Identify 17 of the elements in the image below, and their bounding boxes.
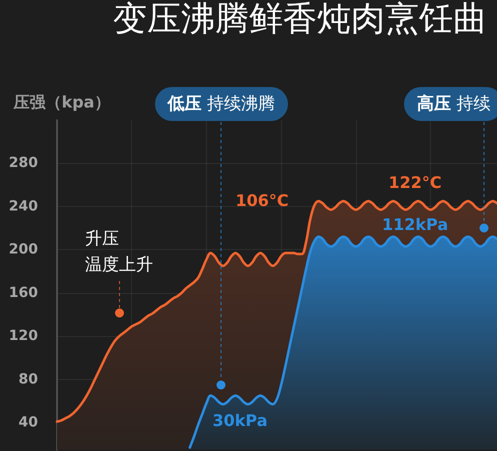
annotation: 122°C [388,173,442,193]
text: 高压 持续 [404,87,497,121]
text: 低压 持续沸腾 [154,87,288,121]
y-tick-label: 240 [8,198,38,214]
y-tick-label: 200 [8,242,38,258]
annotation: 106°C [236,191,289,211]
y-tick-label: 160 [8,284,38,301]
y-tick-label: 80 [18,371,38,388]
chart-title: 变压沸腾鲜香炖肉烹饪曲 [113,0,487,39]
annotation: 30kPa [212,411,268,431]
y-tick-label: 40 [18,414,38,431]
annotation: 112kPa [382,215,448,235]
y-tick-label: 280 [8,155,38,172]
annotation: 升压 [85,228,119,250]
y-tick-label: 120 [8,328,38,344]
annotation: 温度上升 [85,254,153,276]
y-axis-title: 压强（kpa） [12,92,110,112]
